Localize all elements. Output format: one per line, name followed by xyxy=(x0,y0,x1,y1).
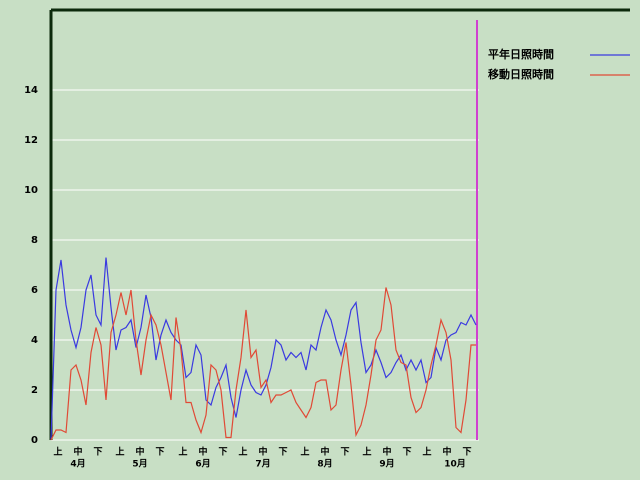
month-label: 10月 xyxy=(444,459,466,470)
x-tick-label: 上 xyxy=(115,446,124,458)
x-tick-label: 下 xyxy=(402,447,411,458)
x-tick-label: 上 xyxy=(53,446,62,458)
y-tick-label: 2 xyxy=(31,385,38,396)
x-tick-label: 上 xyxy=(238,446,247,458)
month-label: 9月 xyxy=(379,459,394,470)
series-line xyxy=(50,257,477,441)
legend-label: 平年日照時間 xyxy=(488,47,554,61)
month-label: 6月 xyxy=(195,459,210,470)
x-tick-label: 中 xyxy=(382,446,391,458)
y-tick-label: 6 xyxy=(31,285,38,296)
x-tick-label: 中 xyxy=(442,446,451,458)
x-tick-label: 下 xyxy=(278,447,287,458)
x-tick-label: 上 xyxy=(362,446,371,458)
y-tick-label: 14 xyxy=(24,85,38,96)
y-tick-label: 0 xyxy=(31,435,38,446)
x-tick-label: 中 xyxy=(258,446,267,458)
x-tick-label: 上 xyxy=(422,446,431,458)
y-tick-label: 12 xyxy=(24,135,38,146)
x-tick-label: 下 xyxy=(155,447,164,458)
month-label: 7月 xyxy=(255,459,270,470)
x-tick-label: 下 xyxy=(93,447,102,458)
month-label: 8月 xyxy=(317,459,332,470)
x-tick-label: 下 xyxy=(462,447,471,458)
x-tick-label: 下 xyxy=(340,447,349,458)
x-tick-label: 中 xyxy=(320,446,329,458)
x-tick-label: 上 xyxy=(178,446,187,458)
month-label: 5月 xyxy=(132,459,147,470)
y-tick-label: 10 xyxy=(24,185,38,196)
x-tick-label: 中 xyxy=(73,446,82,458)
legend-label: 移動日照時間 xyxy=(488,67,554,81)
month-label: 4月 xyxy=(70,459,85,470)
x-tick-label: 下 xyxy=(218,447,227,458)
x-tick-label: 上 xyxy=(300,446,309,458)
y-tick-label: 4 xyxy=(31,335,38,346)
x-tick-label: 中 xyxy=(198,446,207,458)
series-line xyxy=(50,287,476,441)
y-tick-label: 8 xyxy=(31,235,38,246)
x-tick-label: 中 xyxy=(135,446,144,458)
